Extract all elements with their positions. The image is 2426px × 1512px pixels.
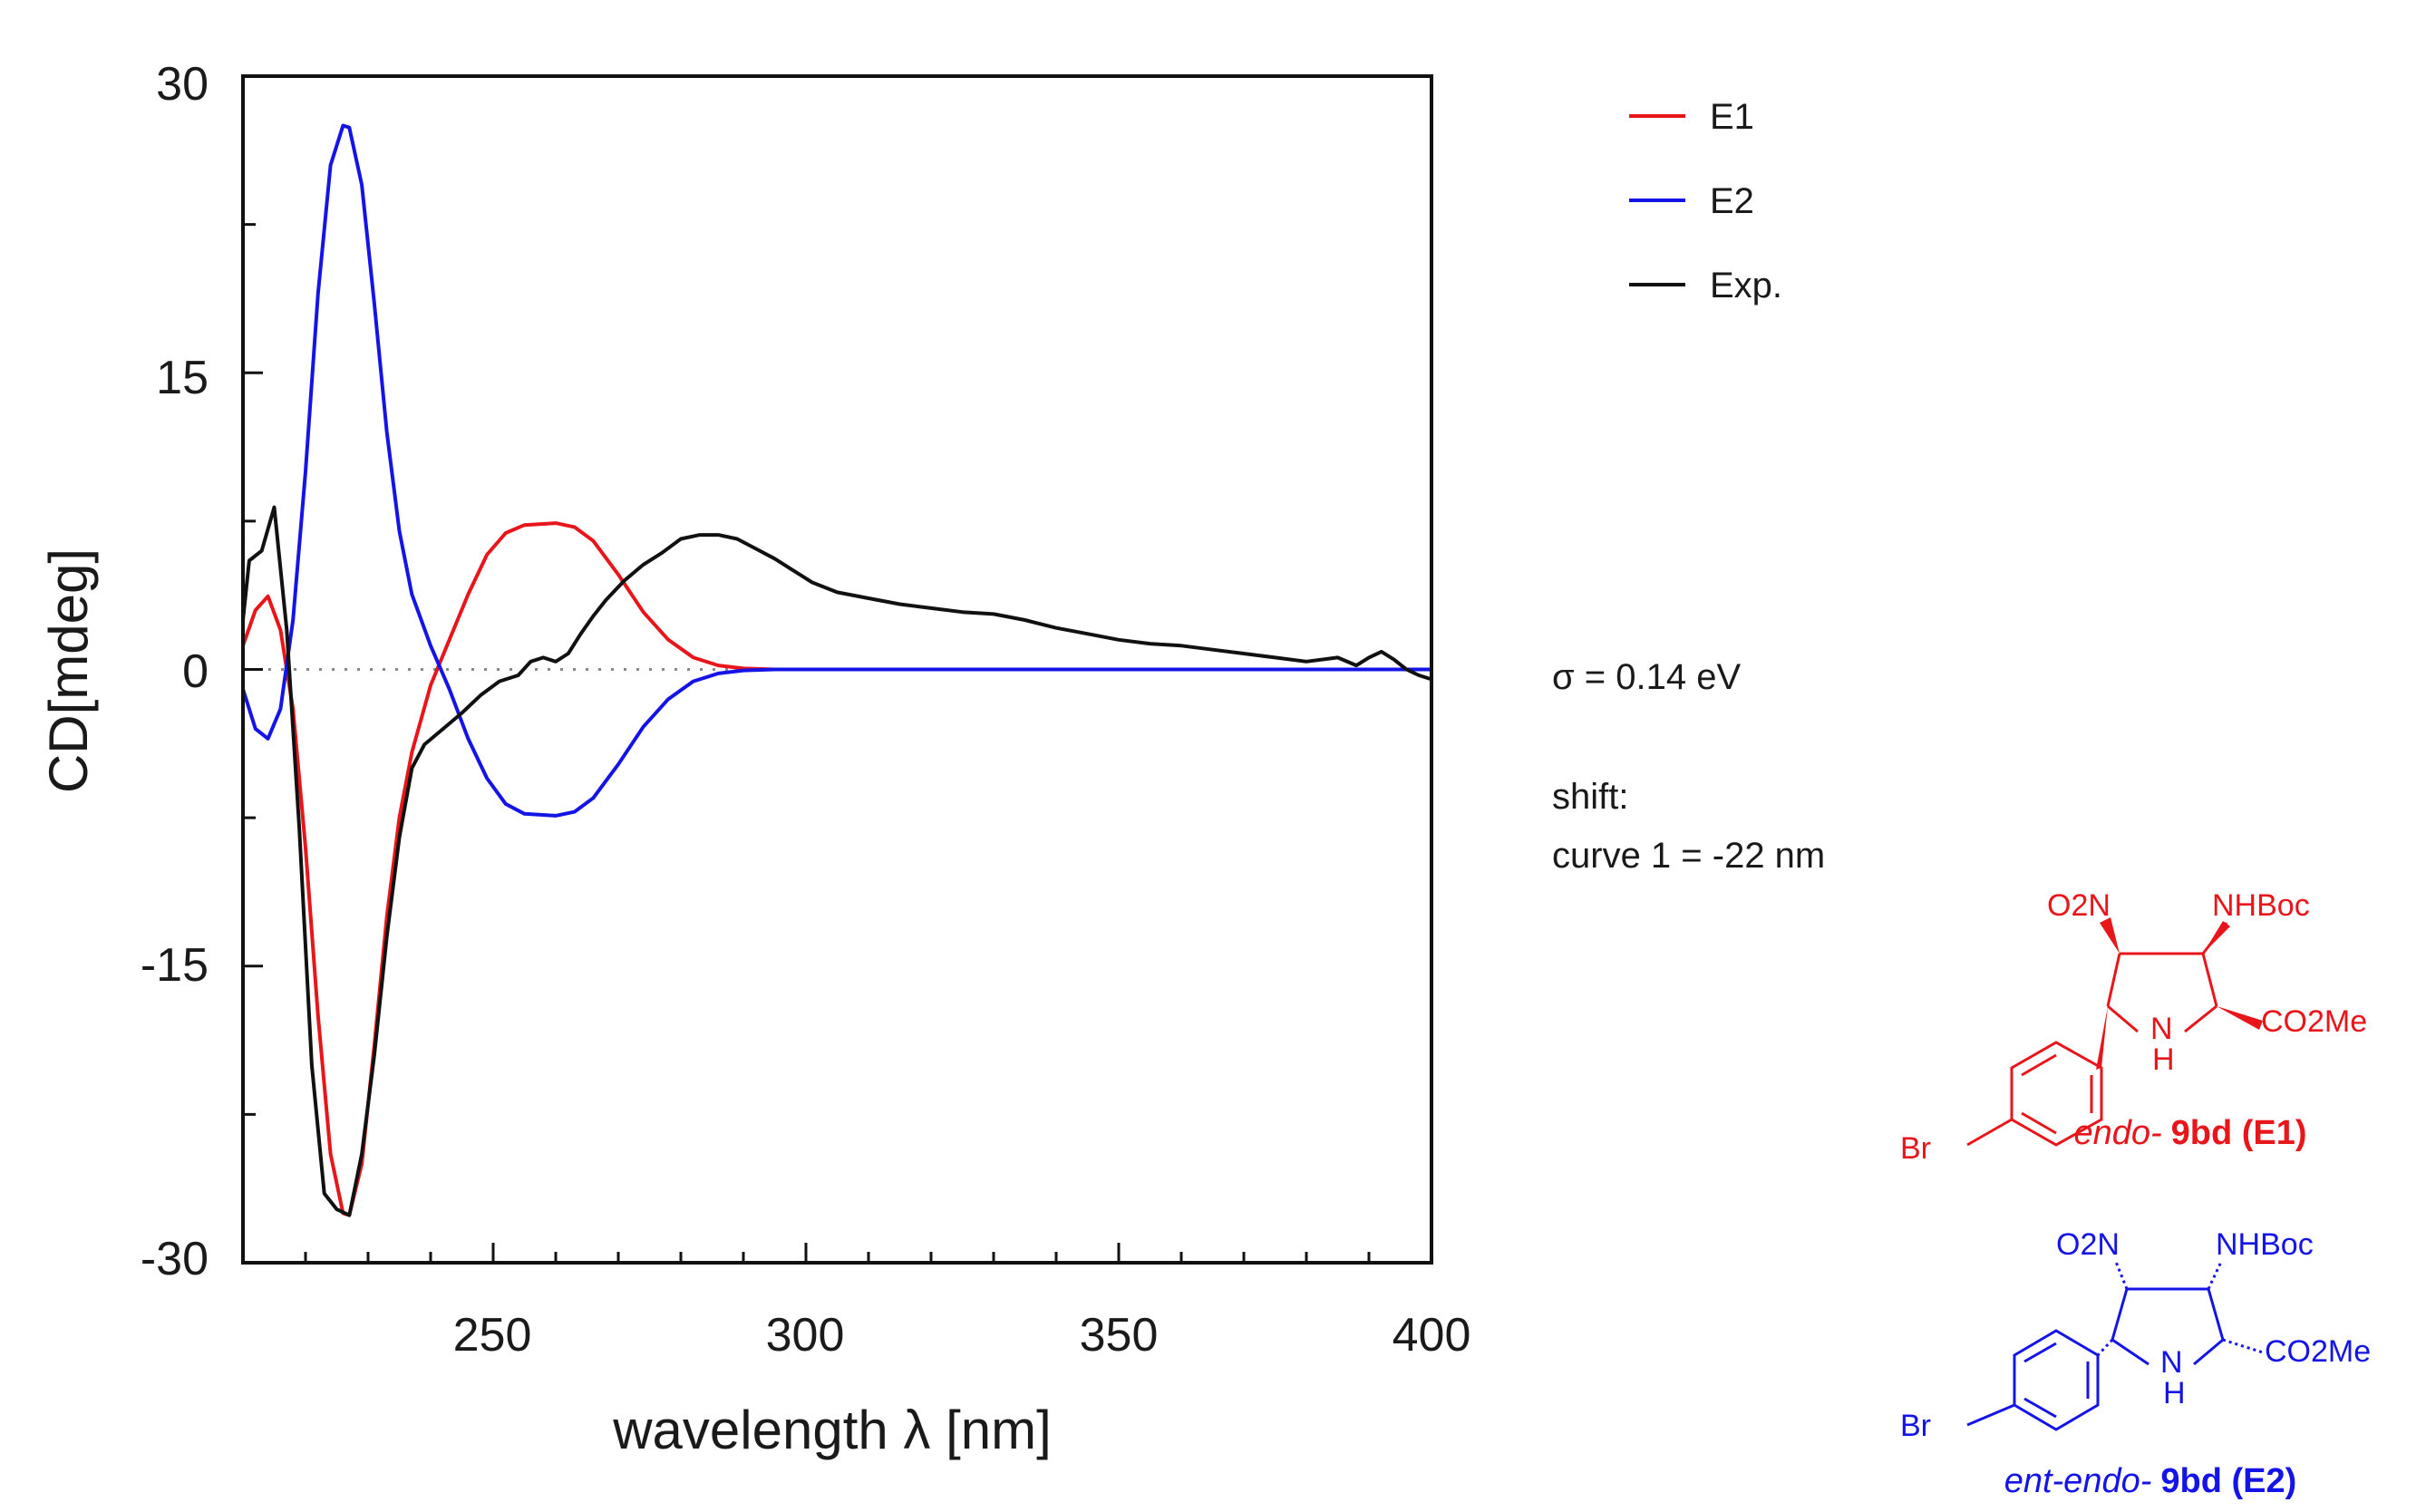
e2-nhboc-label: NHBoc (2216, 1227, 2314, 1262)
e2-caption: ent-endo- 9bd (E2) (2004, 1462, 2297, 1500)
structure-e1-bonds (1966, 922, 2228, 1147)
e2-n-label: N (2160, 1345, 2183, 1380)
y-tick-label-minus-15: -15 (141, 939, 209, 992)
e2-h-label: H (2163, 1376, 2186, 1410)
series-line-e1 (241, 521, 1431, 1217)
e1-nhboc-label: NHBoc (2212, 888, 2310, 923)
x-axis-title: wavelength λ [nm] (612, 1400, 1052, 1460)
e1-co2me-label: CO2Me (2261, 1004, 2367, 1039)
e2-co2me-label: CO2Me (2265, 1334, 2371, 1369)
e1-n-label: N (2150, 1012, 2173, 1046)
shift-value: curve 1 = -22 nm (1552, 836, 1826, 876)
y-tick-label-minus-30: -30 (141, 1233, 209, 1285)
series-line-exp (241, 505, 1432, 1217)
legend-label-e2: E2 (1710, 181, 1754, 221)
x-tick-label-250: 250 (453, 1309, 532, 1362)
series-line-e2 (241, 123, 1431, 818)
y-tick-label-15: 15 (156, 352, 209, 404)
e1-no2-label: O2N (2047, 888, 2111, 923)
legend-label-exp: Exp. (1710, 266, 1782, 305)
structure-e1: O2N NHBoc CO2Me N H Br endo- 9bd (E1) (1900, 888, 2367, 1166)
y-axis-title: CD[mdeg] (38, 548, 99, 793)
structure-e2: O2N NHBoc CO2Me N H Br ent-endo- 9bd (E2) (1900, 1227, 2371, 1500)
e1-caption: endo- 9bd (E1) (2073, 1114, 2306, 1152)
legend-label-e1: E1 (1710, 97, 1754, 137)
x-tick-label-400: 400 (1393, 1309, 1471, 1362)
series-layer (241, 123, 1432, 1217)
x-tick-label-350: 350 (1080, 1309, 1159, 1362)
structure-e2-bonds (1966, 1261, 2264, 1431)
e1-h-label: H (2152, 1042, 2175, 1077)
structure-e1-wedges (2096, 917, 2263, 1070)
tick-layer (243, 74, 1433, 1265)
y-tick-label-0: 0 (182, 645, 209, 698)
legend: E1 E2 Exp. (1629, 97, 1782, 305)
e2-no2-label: O2N (2056, 1227, 2120, 1262)
e2-br-label: Br (1900, 1409, 1931, 1443)
shift-label: shift: (1552, 777, 1629, 817)
y-tick-label-30: 30 (156, 58, 209, 111)
e1-br-label: Br (1900, 1131, 1931, 1166)
sigma-label: σ = 0.14 eV (1552, 657, 1742, 697)
x-tick-label-300: 300 (766, 1309, 845, 1362)
